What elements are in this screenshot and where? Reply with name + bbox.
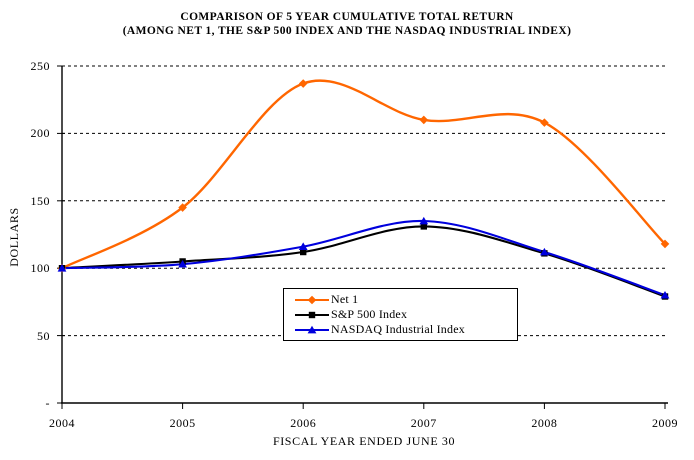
y-axis-tick-label: 200 <box>30 126 50 141</box>
data-point-marker <box>308 311 316 318</box>
data-point-marker <box>178 203 187 212</box>
data-point-marker <box>178 259 187 268</box>
x-axis-tick-label: 2007 <box>410 416 437 430</box>
legend-label: S&P 500 Index <box>331 307 408 321</box>
legend-marker-diamond-icon <box>295 295 329 304</box>
series-line <box>60 79 667 270</box>
data-point-marker <box>419 216 429 225</box>
x-axis-tick-label: 2004 <box>49 416 75 430</box>
chart-subtitle: (AMONG NET 1, THE S&P 500 INDEX AND THE … <box>122 25 572 37</box>
legend-marker-square-icon <box>295 311 329 318</box>
data-point-marker <box>300 248 307 256</box>
series-line <box>60 225 667 298</box>
data-point-marker <box>419 115 429 125</box>
legend-item-sp500: S&P 500 Index <box>284 307 517 322</box>
x-axis-title: FISCAL YEAR ENDED JUNE 30 <box>272 434 456 448</box>
series-line <box>60 219 667 297</box>
legend-box: Net 1 S&P 500 Index NASDAQ Industrial In… <box>283 288 518 341</box>
data-point-marker <box>540 247 549 256</box>
x-axis-tick-label: 2005 <box>169 416 196 430</box>
data-point-marker <box>307 295 317 304</box>
legend-label: Net 1 <box>331 292 359 306</box>
y-axis-tick-label: - <box>45 396 50 410</box>
x-axis-tick-label: 2009 <box>652 416 678 430</box>
data-point-marker <box>660 239 670 249</box>
data-point-marker <box>298 79 308 88</box>
data-point-marker <box>298 242 308 251</box>
chart-title: COMPARISON OF 5 YEAR CUMULATIVE TOTAL RE… <box>180 11 514 23</box>
y-axis-tick-label: 250 <box>30 59 50 73</box>
legend-item-nasdaq: NASDAQ Industrial Index <box>284 322 517 337</box>
y-axis-tick-label: 50 <box>37 328 50 343</box>
y-axis-tick-label: 150 <box>30 193 50 208</box>
y-axis-tick-label: 100 <box>30 261 50 276</box>
x-axis-tick-label: 2008 <box>531 416 558 430</box>
legend-item-net1: Net 1 <box>284 292 517 307</box>
data-point-marker <box>420 223 427 230</box>
legend-marker-triangle-icon <box>295 325 329 333</box>
data-point-marker <box>57 264 67 272</box>
data-point-marker <box>307 325 317 333</box>
legend-label: NASDAQ Industrial Index <box>331 322 465 336</box>
data-point-marker <box>660 290 670 299</box>
data-point-marker <box>540 118 549 127</box>
x-axis-tick-label: 2006 <box>290 416 317 430</box>
